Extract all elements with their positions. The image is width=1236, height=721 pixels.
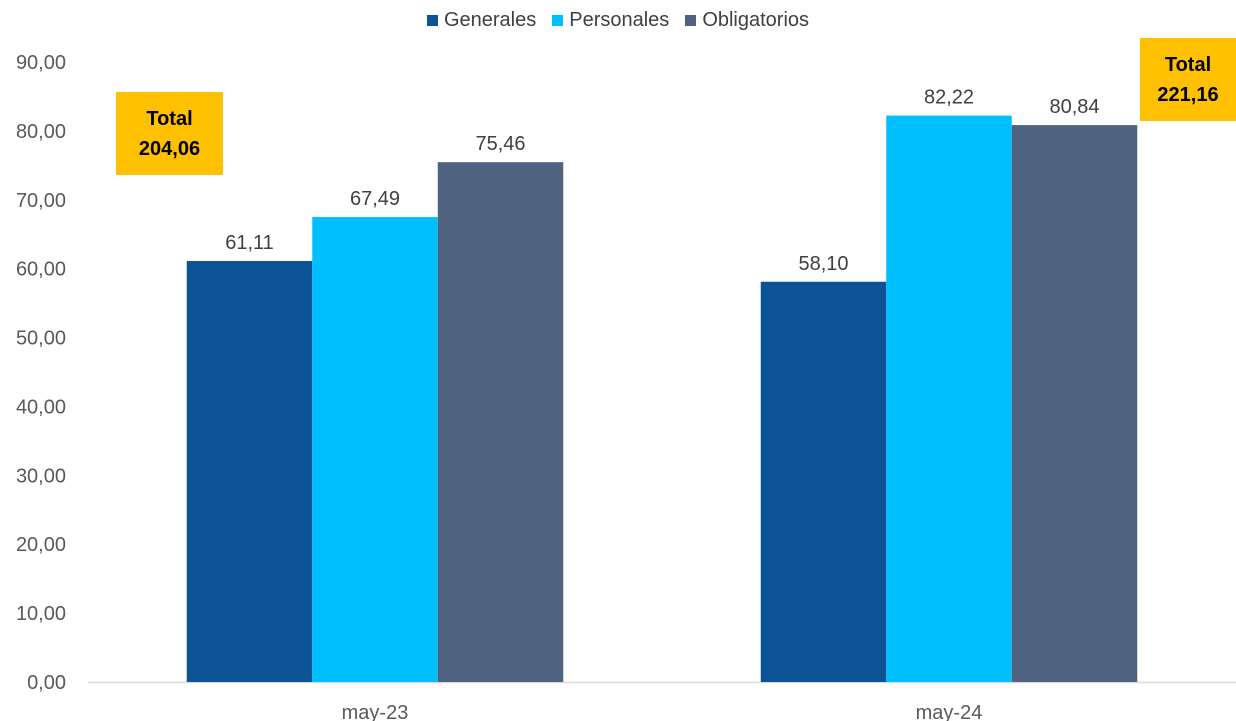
data-label: 80,84 [1049,96,1099,118]
y-tick-label: 60,00 [16,259,66,281]
legend-item-personales: Personales [552,9,669,32]
bar-personales-may-23 [312,217,438,682]
total-annotation-label: Total [146,107,193,130]
legend-label-personales: Personales [569,9,670,31]
bar-personales-may-24 [886,115,1012,682]
x-tick-label: may-23 [342,702,409,721]
bar-generales-may-24 [760,281,887,682]
legend-item-generales: Generales [426,9,537,32]
y-tick-label: 30,00 [16,465,66,487]
legend-label-generales: Generales [443,9,537,31]
bar-generales-may-23 [186,261,313,682]
y-tick-label: 70,00 [16,190,66,212]
legend-label-obligatorios: Obligatorios [702,9,810,31]
legend-item-obligatorios: Obligatorios [685,9,809,32]
data-label: 58,10 [798,253,848,275]
y-tick-label: 80,00 [16,121,66,143]
bar-obligatorios-may-24 [1011,125,1138,682]
x-tick-label: may-24 [916,702,983,721]
legend-swatch-obligatorios [685,15,697,26]
data-label: 67,49 [350,188,400,210]
legend-swatch-generales [426,15,438,26]
y-tick-label: 90,00 [16,52,66,74]
total-annotation-label: Total [1164,53,1212,76]
total-annotation-value: 204,06 [138,137,201,160]
total-annotation-may-23: Total 204,06 [116,92,223,175]
data-label: 82,22 [924,87,974,109]
chart-legend: Generales Personales Obligatorios [0,9,1236,32]
total-annotation-may-24: Total 221,16 [1140,38,1236,121]
data-label: 61,11 [225,232,274,254]
y-tick-label: 50,00 [16,328,66,350]
y-tick-label: 0,00 [27,672,66,694]
y-tick-label: 10,00 [16,603,66,625]
legend-swatch-personales [552,15,564,26]
bar-obligatorios-may-23 [437,162,564,683]
data-label: 75,46 [475,133,525,155]
total-annotation-value: 221,16 [1157,83,1219,106]
y-tick-label: 20,00 [16,534,66,556]
y-tick-label: 40,00 [16,396,66,418]
